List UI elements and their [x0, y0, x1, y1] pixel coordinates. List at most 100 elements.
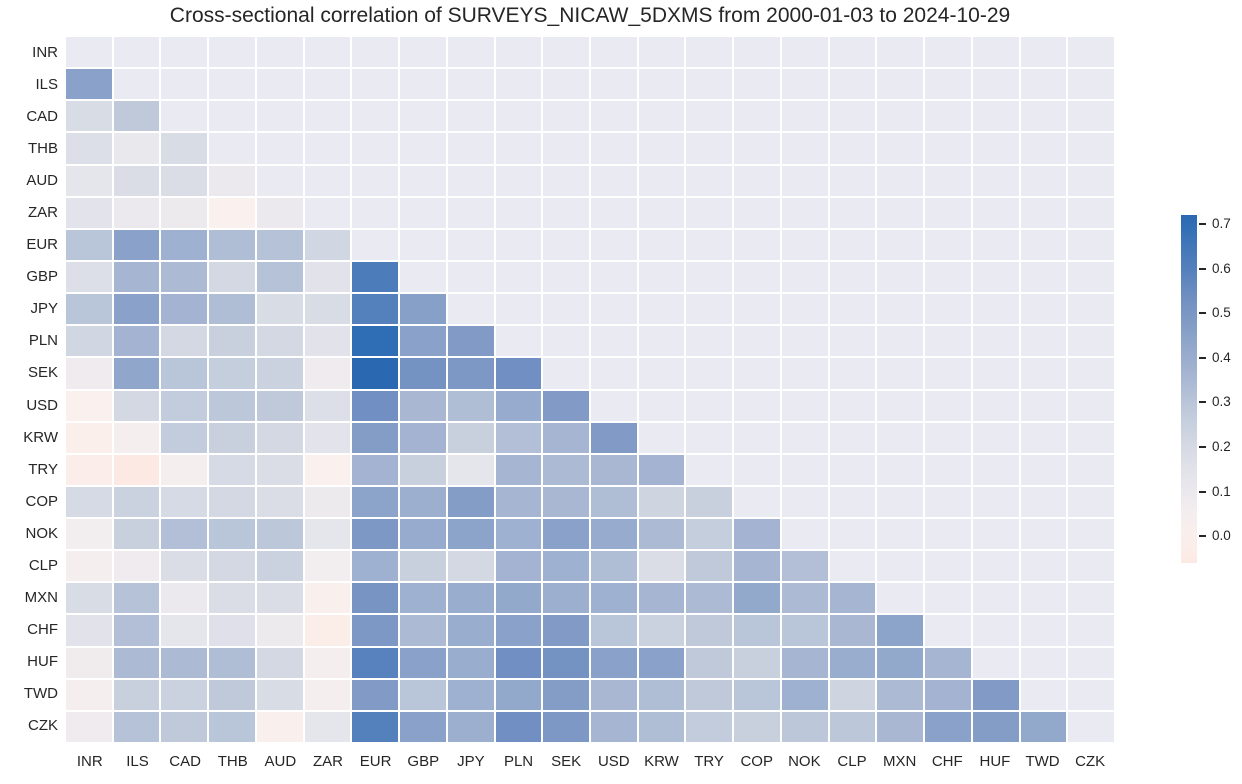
heatmap-cell: [400, 519, 446, 550]
heatmap-cell: [495, 358, 542, 389]
heatmap-cell: [686, 326, 733, 357]
heatmap-cell: [495, 583, 542, 614]
heatmap-cell: [781, 294, 828, 325]
heatmap-cell: [829, 711, 876, 742]
heatmap-cell: [400, 551, 446, 582]
heatmap-cell: [256, 229, 303, 260]
heatmap-cell: [304, 679, 351, 710]
heatmap-cell: [447, 326, 494, 357]
heatmap-cell: [304, 197, 351, 228]
y-axis-tick-label: MXN: [24, 588, 58, 606]
heatmap-cell: [1020, 679, 1067, 710]
colorbar-tick-label: 0.3: [1212, 394, 1231, 410]
heatmap-cell: [925, 390, 971, 421]
y-axis-tick-label: GBP: [26, 268, 58, 286]
heatmap-cell: [352, 422, 399, 453]
heatmap-cell: [877, 486, 924, 518]
heatmap-cell: [304, 390, 351, 421]
heatmap-cell: [1020, 615, 1067, 646]
heatmap-cell: [1068, 647, 1114, 678]
heatmap-cell: [877, 711, 924, 742]
heatmap-cell: [925, 615, 971, 646]
heatmap-cell: [686, 358, 733, 389]
heatmap-cell: [829, 197, 876, 228]
heatmap-cell: [256, 197, 303, 228]
heatmap-cell: [256, 69, 303, 100]
heatmap-cell: [734, 711, 780, 742]
x-axis-tick-label: CLP: [837, 753, 867, 770]
heatmap-cell: [113, 679, 160, 710]
heatmap-cell: [638, 165, 685, 196]
heatmap-cell: [829, 229, 876, 260]
heatmap-cell: [734, 101, 780, 132]
heatmap-cell: [877, 615, 924, 646]
heatmap-cell: [972, 486, 1019, 518]
colorbar-tick: [1199, 267, 1206, 270]
heatmap-cell: [352, 711, 399, 742]
heatmap-cell: [781, 454, 828, 485]
heatmap-cell: [734, 133, 780, 164]
heatmap-cell: [877, 294, 924, 325]
heatmap-cell: [734, 261, 780, 293]
heatmap-cell: [209, 101, 255, 132]
heatmap-cell: [400, 647, 446, 678]
heatmap-cell: [829, 454, 876, 485]
heatmap-cell: [781, 229, 828, 260]
heatmap-cell: [925, 101, 971, 132]
heatmap-cell: [161, 133, 208, 164]
heatmap-cell: [447, 165, 494, 196]
heatmap-cell: [447, 679, 494, 710]
heatmap-cell: [495, 519, 542, 550]
heatmap-cell: [161, 647, 208, 678]
heatmap-cell: [972, 197, 1019, 228]
heatmap-cell: [590, 101, 637, 132]
heatmap-cell: [400, 37, 446, 68]
heatmap-cell: [686, 422, 733, 453]
y-axis-tick-label: JPY: [30, 300, 58, 318]
heatmap-cell: [829, 37, 876, 68]
heatmap-cell: [209, 326, 255, 357]
heatmap-cell: [829, 261, 876, 293]
heatmap-cell: [543, 486, 589, 518]
heatmap-cell: [400, 69, 446, 100]
heatmap-cell: [352, 197, 399, 228]
heatmap-cell: [829, 390, 876, 421]
heatmap-cell: [1068, 519, 1114, 550]
heatmap-cell: [447, 583, 494, 614]
heatmap-cell: [972, 133, 1019, 164]
heatmap-cell: [543, 551, 589, 582]
heatmap-cell: [543, 133, 589, 164]
heatmap-cell: [400, 615, 446, 646]
heatmap-cell: [400, 326, 446, 357]
heatmap-cell: [1068, 69, 1114, 100]
heatmap-cell: [734, 197, 780, 228]
heatmap-cell: [1020, 197, 1067, 228]
heatmap-cell: [590, 261, 637, 293]
heatmap-cell: [352, 37, 399, 68]
heatmap-cell: [734, 615, 780, 646]
y-axis-tick-label: ZAR: [28, 204, 58, 222]
heatmap-cell: [447, 454, 494, 485]
heatmap-cell: [352, 229, 399, 260]
heatmap-cell: [66, 261, 112, 293]
heatmap-cell: [734, 551, 780, 582]
heatmap-cell: [734, 37, 780, 68]
heatmap-cell: [734, 165, 780, 196]
heatmap-cell: [495, 615, 542, 646]
heatmap-cell: [352, 326, 399, 357]
y-axis-tick-label: THB: [28, 140, 58, 158]
heatmap-cell: [543, 69, 589, 100]
heatmap-cell: [877, 358, 924, 389]
heatmap-cell: [590, 390, 637, 421]
heatmap-cell: [543, 647, 589, 678]
heatmap-cell: [925, 294, 971, 325]
heatmap-cell: [877, 229, 924, 260]
heatmap-cell: [209, 551, 255, 582]
heatmap-cell: [734, 486, 780, 518]
heatmap-cell: [686, 519, 733, 550]
heatmap-cell: [352, 454, 399, 485]
heatmap-cell: [495, 101, 542, 132]
heatmap-cell: [400, 133, 446, 164]
y-axis-tick-label: COP: [25, 492, 58, 510]
heatmap-cell: [734, 422, 780, 453]
